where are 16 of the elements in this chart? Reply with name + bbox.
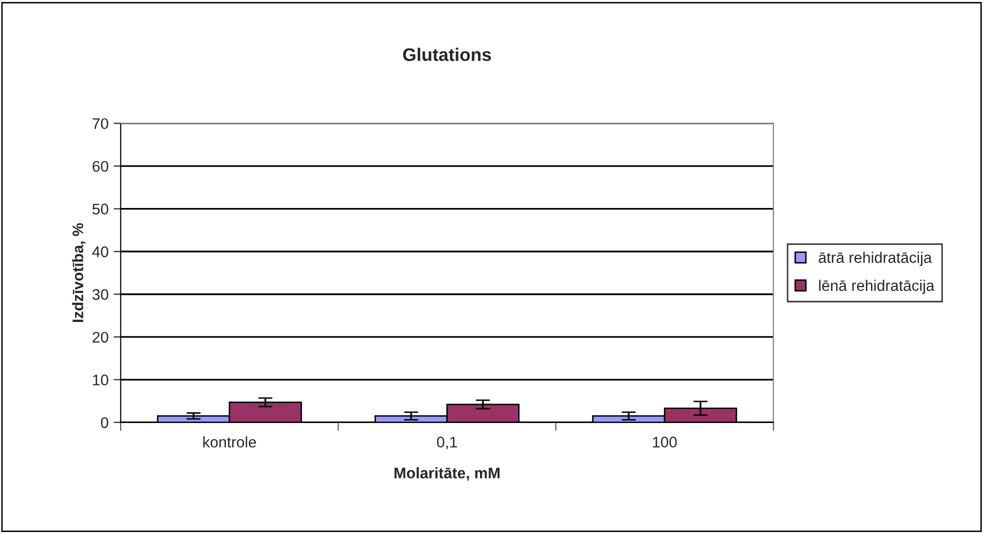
y-tick-label: 0	[100, 417, 108, 428]
legend-label: ātrā rehidratācija	[818, 252, 932, 266]
x-tick-label: 0,1	[437, 436, 457, 450]
x-axis-title: Molaritāte, mM	[394, 467, 500, 481]
legend-label: lēnā rehidratācija	[819, 280, 934, 294]
y-tick-label: 10	[93, 374, 108, 386]
chart-title: Glutations	[403, 48, 491, 62]
y-tick-label: 40	[92, 246, 108, 258]
y-tick-label: 20	[92, 332, 108, 343]
y-axis-title: Izdzīvotība, %	[72, 223, 86, 322]
y-tick-label: 70	[92, 118, 108, 130]
x-tick-label: kontrole	[203, 436, 256, 448]
y-tick-label: 50	[92, 204, 108, 214]
y-tick-label: 30	[92, 289, 108, 300]
y-tick-label: 60	[92, 160, 108, 172]
x-tick-label: 100	[653, 436, 677, 448]
